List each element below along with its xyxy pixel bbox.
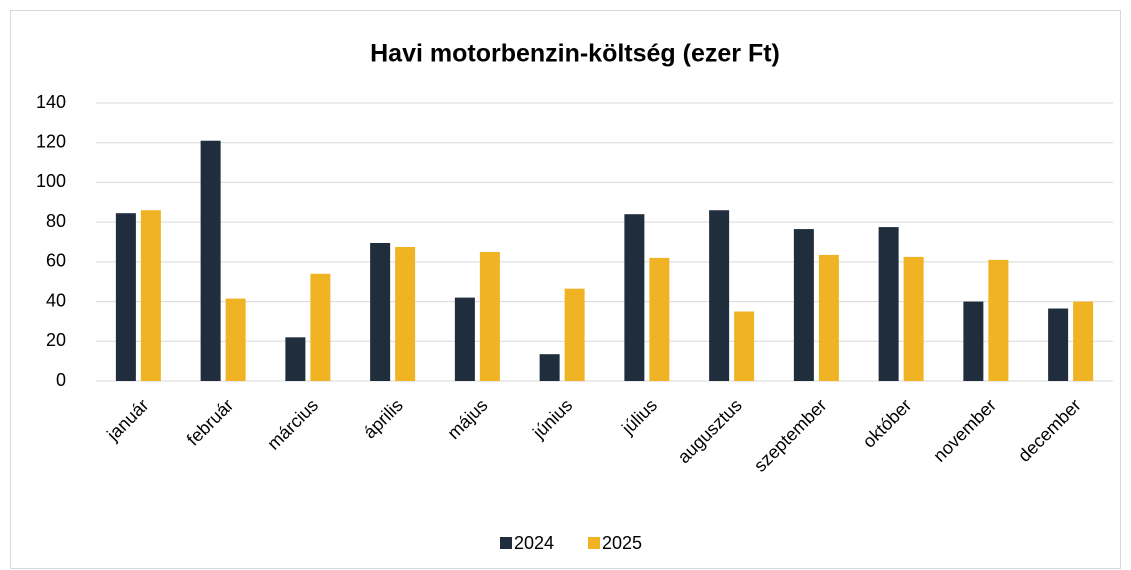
bar: [988, 259, 1009, 381]
bar: [370, 242, 391, 381]
bar: [539, 354, 560, 381]
bar: [115, 213, 136, 381]
y-tick-label: 100: [36, 171, 66, 191]
bar: [734, 311, 755, 381]
bar: [649, 257, 670, 381]
y-tick-label: 80: [46, 211, 66, 231]
bar: [285, 337, 306, 381]
y-tick-label: 140: [36, 92, 66, 112]
y-tick-label: 60: [46, 251, 66, 271]
bar: [709, 210, 730, 381]
bar: [479, 251, 500, 381]
bar: [818, 254, 839, 381]
y-tick-label: 40: [46, 290, 66, 310]
bar: [793, 229, 814, 381]
bar: [395, 246, 416, 381]
bar: [140, 210, 161, 381]
bar: [1048, 308, 1069, 381]
bar: [200, 140, 221, 381]
legend-label: 2025: [602, 533, 642, 553]
bar: [310, 273, 331, 381]
legend-swatch: [588, 537, 600, 549]
bar: [225, 298, 246, 381]
y-tick-label: 120: [36, 131, 66, 151]
legend-swatch: [500, 537, 512, 549]
bar: [624, 214, 645, 381]
bar: [903, 256, 924, 381]
bar: [878, 227, 899, 381]
bar: [1073, 301, 1094, 381]
bar: [564, 288, 585, 381]
chart-title: Havi motorbenzin-költség (ezer Ft): [370, 40, 780, 68]
legend-label: 2024: [514, 533, 554, 553]
bar: [963, 301, 984, 381]
bar: [454, 297, 475, 381]
y-tick-label: 0: [56, 370, 66, 390]
y-tick-label: 20: [46, 330, 66, 350]
